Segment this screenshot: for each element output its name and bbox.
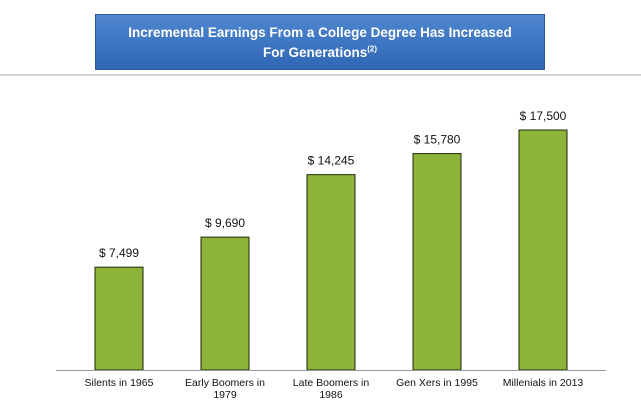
x-tick-label: Millenials in 2013 — [502, 377, 584, 389]
value-label: $ 7,499 — [99, 246, 139, 260]
value-label: $ 15,780 — [414, 133, 461, 147]
title-line: Incremental Earnings From a College Degr… — [128, 25, 512, 40]
x-tick-label: Late Boomers in 1986 — [292, 377, 370, 401]
bar — [412, 153, 462, 371]
bar — [306, 174, 356, 371]
title-superscript: (2) — [367, 44, 378, 54]
x-tick-label: Silents in 1965 — [84, 377, 154, 389]
title-banner: Incremental Earnings From a College Degr… — [95, 14, 545, 70]
title-line: For Generations(2) — [96, 43, 544, 63]
value-label: $ 17,500 — [520, 109, 567, 123]
value-label: $ 14,245 — [308, 154, 355, 168]
x-tick-label: Gen Xers in 1995 — [396, 377, 478, 389]
bar — [200, 236, 250, 371]
separator — [0, 74, 641, 76]
title-text: For Generations — [262, 45, 368, 60]
x-tick-label: Early Boomers in 1979 — [185, 377, 265, 401]
bar — [94, 266, 144, 371]
value-label: $ 9,690 — [205, 216, 245, 230]
bar — [518, 129, 568, 371]
